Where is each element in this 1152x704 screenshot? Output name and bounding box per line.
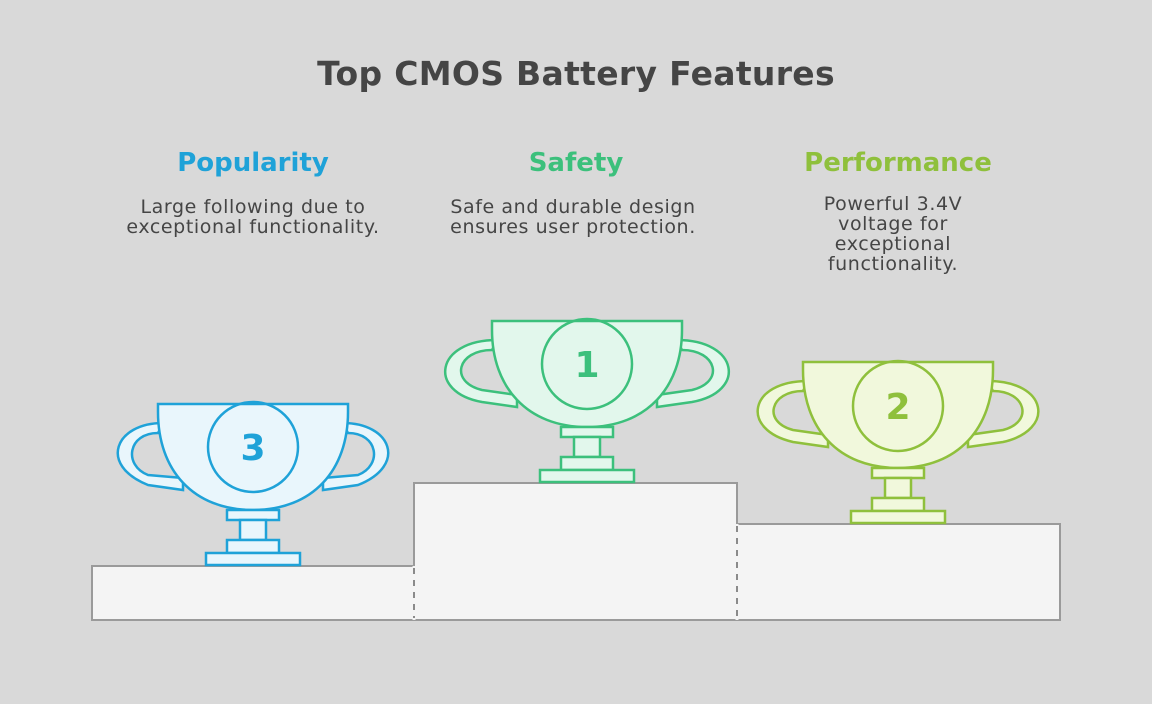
heading-popularity: Popularity	[177, 148, 329, 178]
heading-performance: Performance	[804, 148, 992, 178]
rank-3-label: 3	[240, 428, 265, 469]
rank-1-label: 1	[574, 345, 599, 386]
heading-safety: Safety	[528, 148, 624, 178]
description-popularity: Large following due to exceptional funct…	[126, 196, 380, 238]
trophy-icon-rank-2: 2	[756, 359, 1040, 525]
trophy-icon-rank-1: 1	[444, 317, 730, 484]
rank-2-label: 2	[885, 387, 910, 428]
trophy-icon-rank-3: 3	[116, 400, 390, 567]
description-safety: Safe and durable design ensures user pro…	[450, 196, 696, 238]
description-performance: Powerful 3.4V voltage for exceptional fu…	[823, 193, 963, 275]
page-title: Top CMOS Battery Features	[317, 54, 835, 93]
